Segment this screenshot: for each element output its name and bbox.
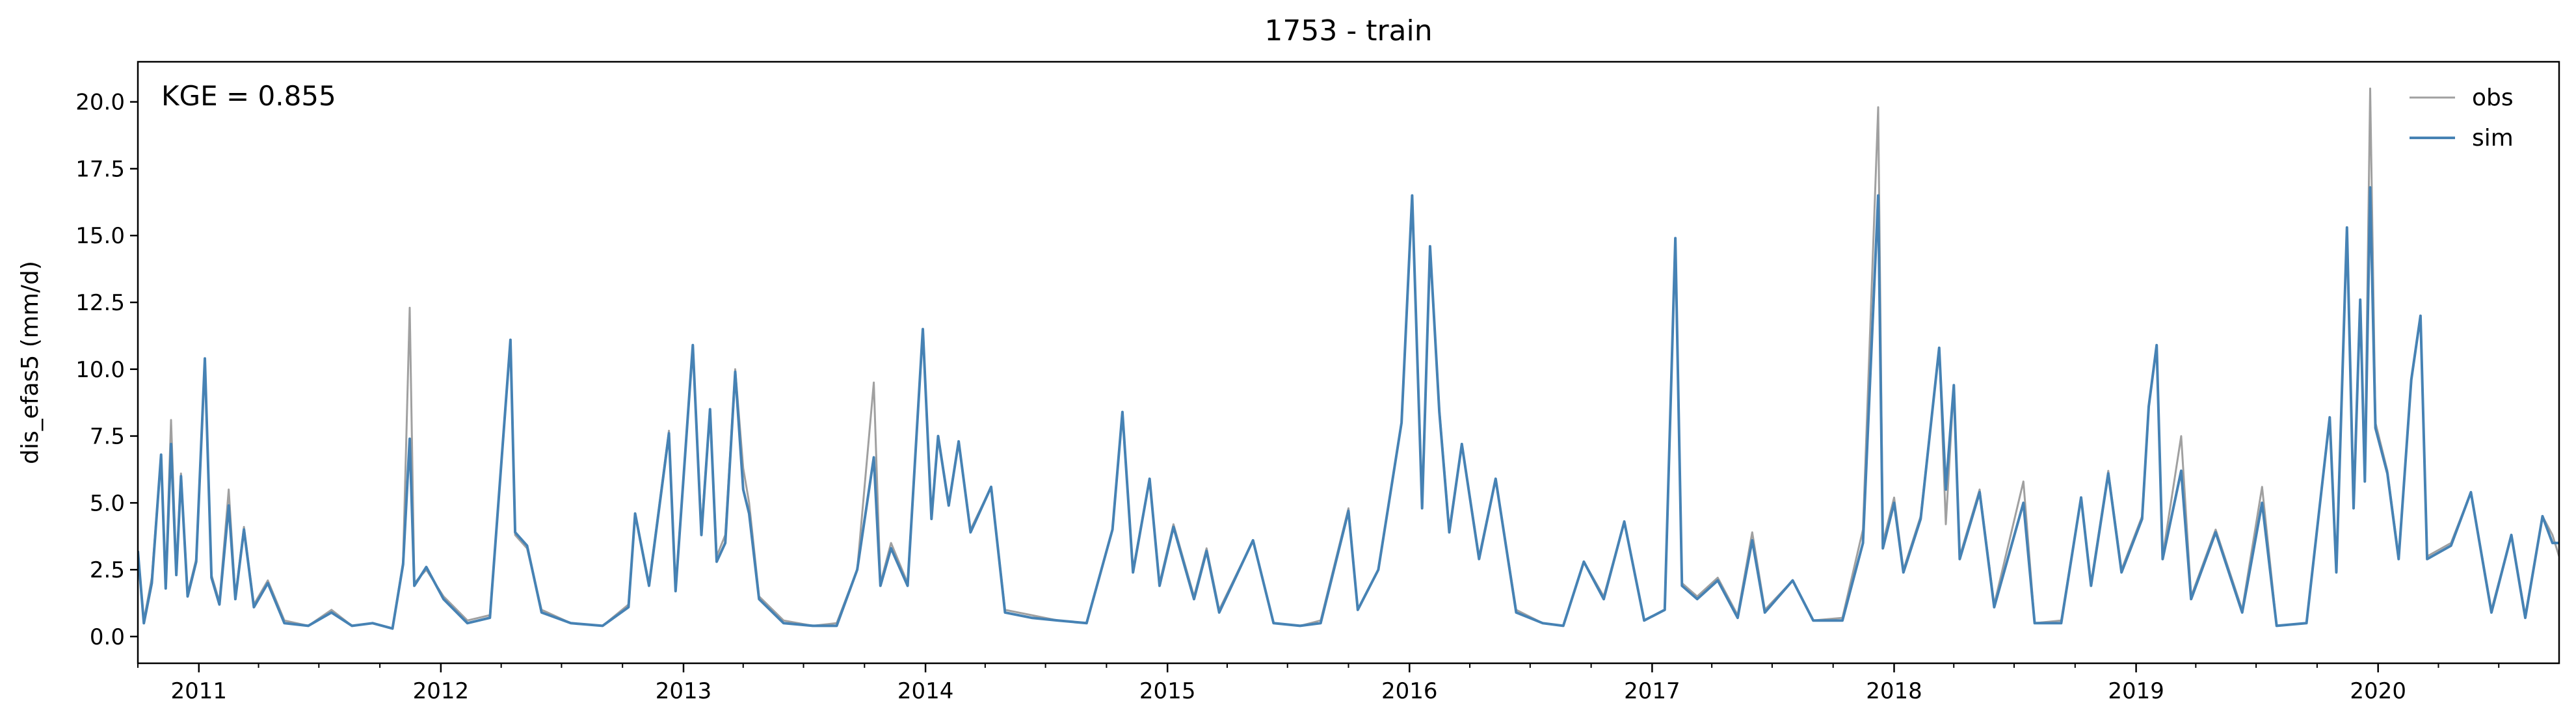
- x-tick-label: 2016: [1381, 678, 1438, 704]
- x-tick-label: 2013: [656, 678, 712, 704]
- x-tick-label: 2020: [2350, 678, 2406, 704]
- x-axis: 2011 2012 2013 2014 2015 2016 2017 2018 2019 2020: [137, 663, 2500, 704]
- y-tick-label: 17.5: [75, 156, 125, 182]
- y-tick-label: 10.0: [75, 357, 125, 383]
- series-line-sim: [138, 186, 2559, 630]
- y-tick-label: 0.0: [90, 624, 125, 650]
- x-tick-label: 2018: [1866, 678, 1922, 704]
- legend-obs-label: obs: [2472, 85, 2514, 111]
- plot-frame: [137, 60, 2560, 665]
- y-tick-label: 5.0: [90, 490, 125, 516]
- y-tick-label: 12.5: [75, 290, 125, 316]
- x-tick-label: 2019: [2108, 678, 2164, 704]
- y-axis-title: dis_efas5 (mm/d): [17, 261, 44, 464]
- series-line-obs: [138, 87, 2559, 630]
- x-tick-label: 2014: [897, 678, 954, 704]
- legend: obs sim: [2410, 85, 2514, 152]
- y-tick-label: 20.0: [75, 90, 125, 116]
- x-tick-label: 2017: [1624, 678, 1680, 704]
- x-tick-label: 2011: [171, 678, 228, 704]
- y-axis: 0.0 2.5 5.0 7.5 10.0 12.5 15.0 17.5 20.0: [75, 90, 138, 650]
- x-tick-label: 2012: [413, 678, 470, 704]
- y-tick-label: 7.5: [90, 424, 125, 450]
- chart-title: 1753 - train: [1264, 14, 1432, 47]
- y-tick-label: 2.5: [90, 557, 125, 583]
- x-tick-label: 2015: [1139, 678, 1196, 704]
- kge-annotation: KGE = 0.855: [161, 80, 336, 112]
- plot-area: [138, 87, 2559, 630]
- legend-sim-label: sim: [2472, 125, 2514, 152]
- y-tick-label: 15.0: [75, 223, 125, 249]
